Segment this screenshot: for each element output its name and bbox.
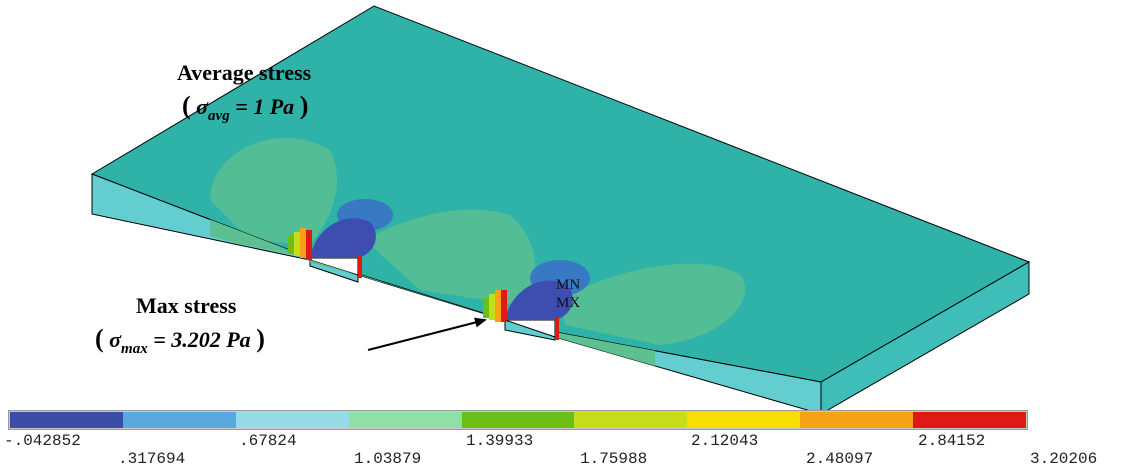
- legend-swatch: [574, 412, 688, 428]
- right-hole: [483, 280, 573, 340]
- max-node-tag: MX: [556, 295, 581, 311]
- contour-lobe-center: [365, 209, 536, 305]
- right-hole-orange: [495, 290, 501, 322]
- contour-lobe-right: [560, 263, 746, 345]
- max-value: = 3.202 Pa: [153, 327, 251, 352]
- left-hole: [288, 218, 376, 278]
- min-node-tag: MN: [556, 277, 581, 293]
- legend-swatch: [687, 412, 801, 428]
- plate-end-face: [820, 261, 1030, 415]
- legend-tick-upper: .67824: [239, 432, 297, 450]
- left-hole-yellow: [294, 232, 300, 256]
- left-hole-orange: [300, 228, 306, 258]
- right-hole-yellow: [489, 294, 495, 320]
- legend-tick-lower: 1.75988: [580, 450, 648, 468]
- legend-swatch: [800, 412, 914, 428]
- legend-swatch: [348, 412, 462, 428]
- avg-sigma-symbol: σ: [196, 94, 209, 119]
- legend-swatch: [122, 412, 236, 428]
- legend-swatch: [10, 412, 123, 428]
- max-stress-title: Max stress: [136, 293, 237, 318]
- right-hole-red: [501, 290, 507, 322]
- avg-value: = 1 Pa: [235, 94, 295, 119]
- max-stress-formula: ( σmax = 3.202 Pa ): [95, 326, 265, 362]
- legend-swatch: [235, 412, 349, 428]
- legend-tick-lower: 2.48097: [806, 450, 874, 468]
- left-hole-green: [288, 236, 294, 254]
- left-hole-red-right: [358, 256, 362, 278]
- paren-open: (: [95, 324, 104, 353]
- legend-tick-upper: 2.12043: [691, 432, 759, 450]
- legend-tick-upper: 1.39933: [466, 432, 534, 450]
- paren-close: ): [299, 91, 309, 120]
- left-hole-red: [306, 230, 312, 260]
- left-hole-wall: [310, 218, 376, 258]
- legend-tick-lower: 1.03879: [354, 450, 422, 468]
- top-contours: [210, 138, 746, 345]
- right-hole-green: [483, 298, 489, 318]
- max-sigma-symbol: σ: [109, 327, 122, 352]
- legend-swatch: [461, 412, 575, 428]
- average-stress-formula: ( σavg = 1 Pa ): [182, 93, 308, 129]
- legend-tick-lower: .317694: [118, 450, 186, 468]
- contour-lobe-left: [210, 138, 338, 245]
- right-hole-red-right: [555, 318, 559, 340]
- color-legend-bar: [8, 410, 1028, 430]
- right-hole-wall: [505, 280, 573, 320]
- average-stress-title: Average stress: [177, 60, 312, 85]
- max-stress-arrow: [367, 317, 487, 351]
- legend-tick-lower: 3.20206: [1030, 450, 1098, 468]
- legend-swatch: [913, 412, 1027, 428]
- legend-tick-upper: 2.84152: [918, 432, 986, 450]
- legend-tick-upper: -.042852: [4, 432, 81, 450]
- paren-close: ): [256, 324, 265, 353]
- paren-open: (: [182, 91, 191, 120]
- max-subscript: max: [121, 341, 148, 357]
- avg-subscript: avg: [208, 108, 230, 124]
